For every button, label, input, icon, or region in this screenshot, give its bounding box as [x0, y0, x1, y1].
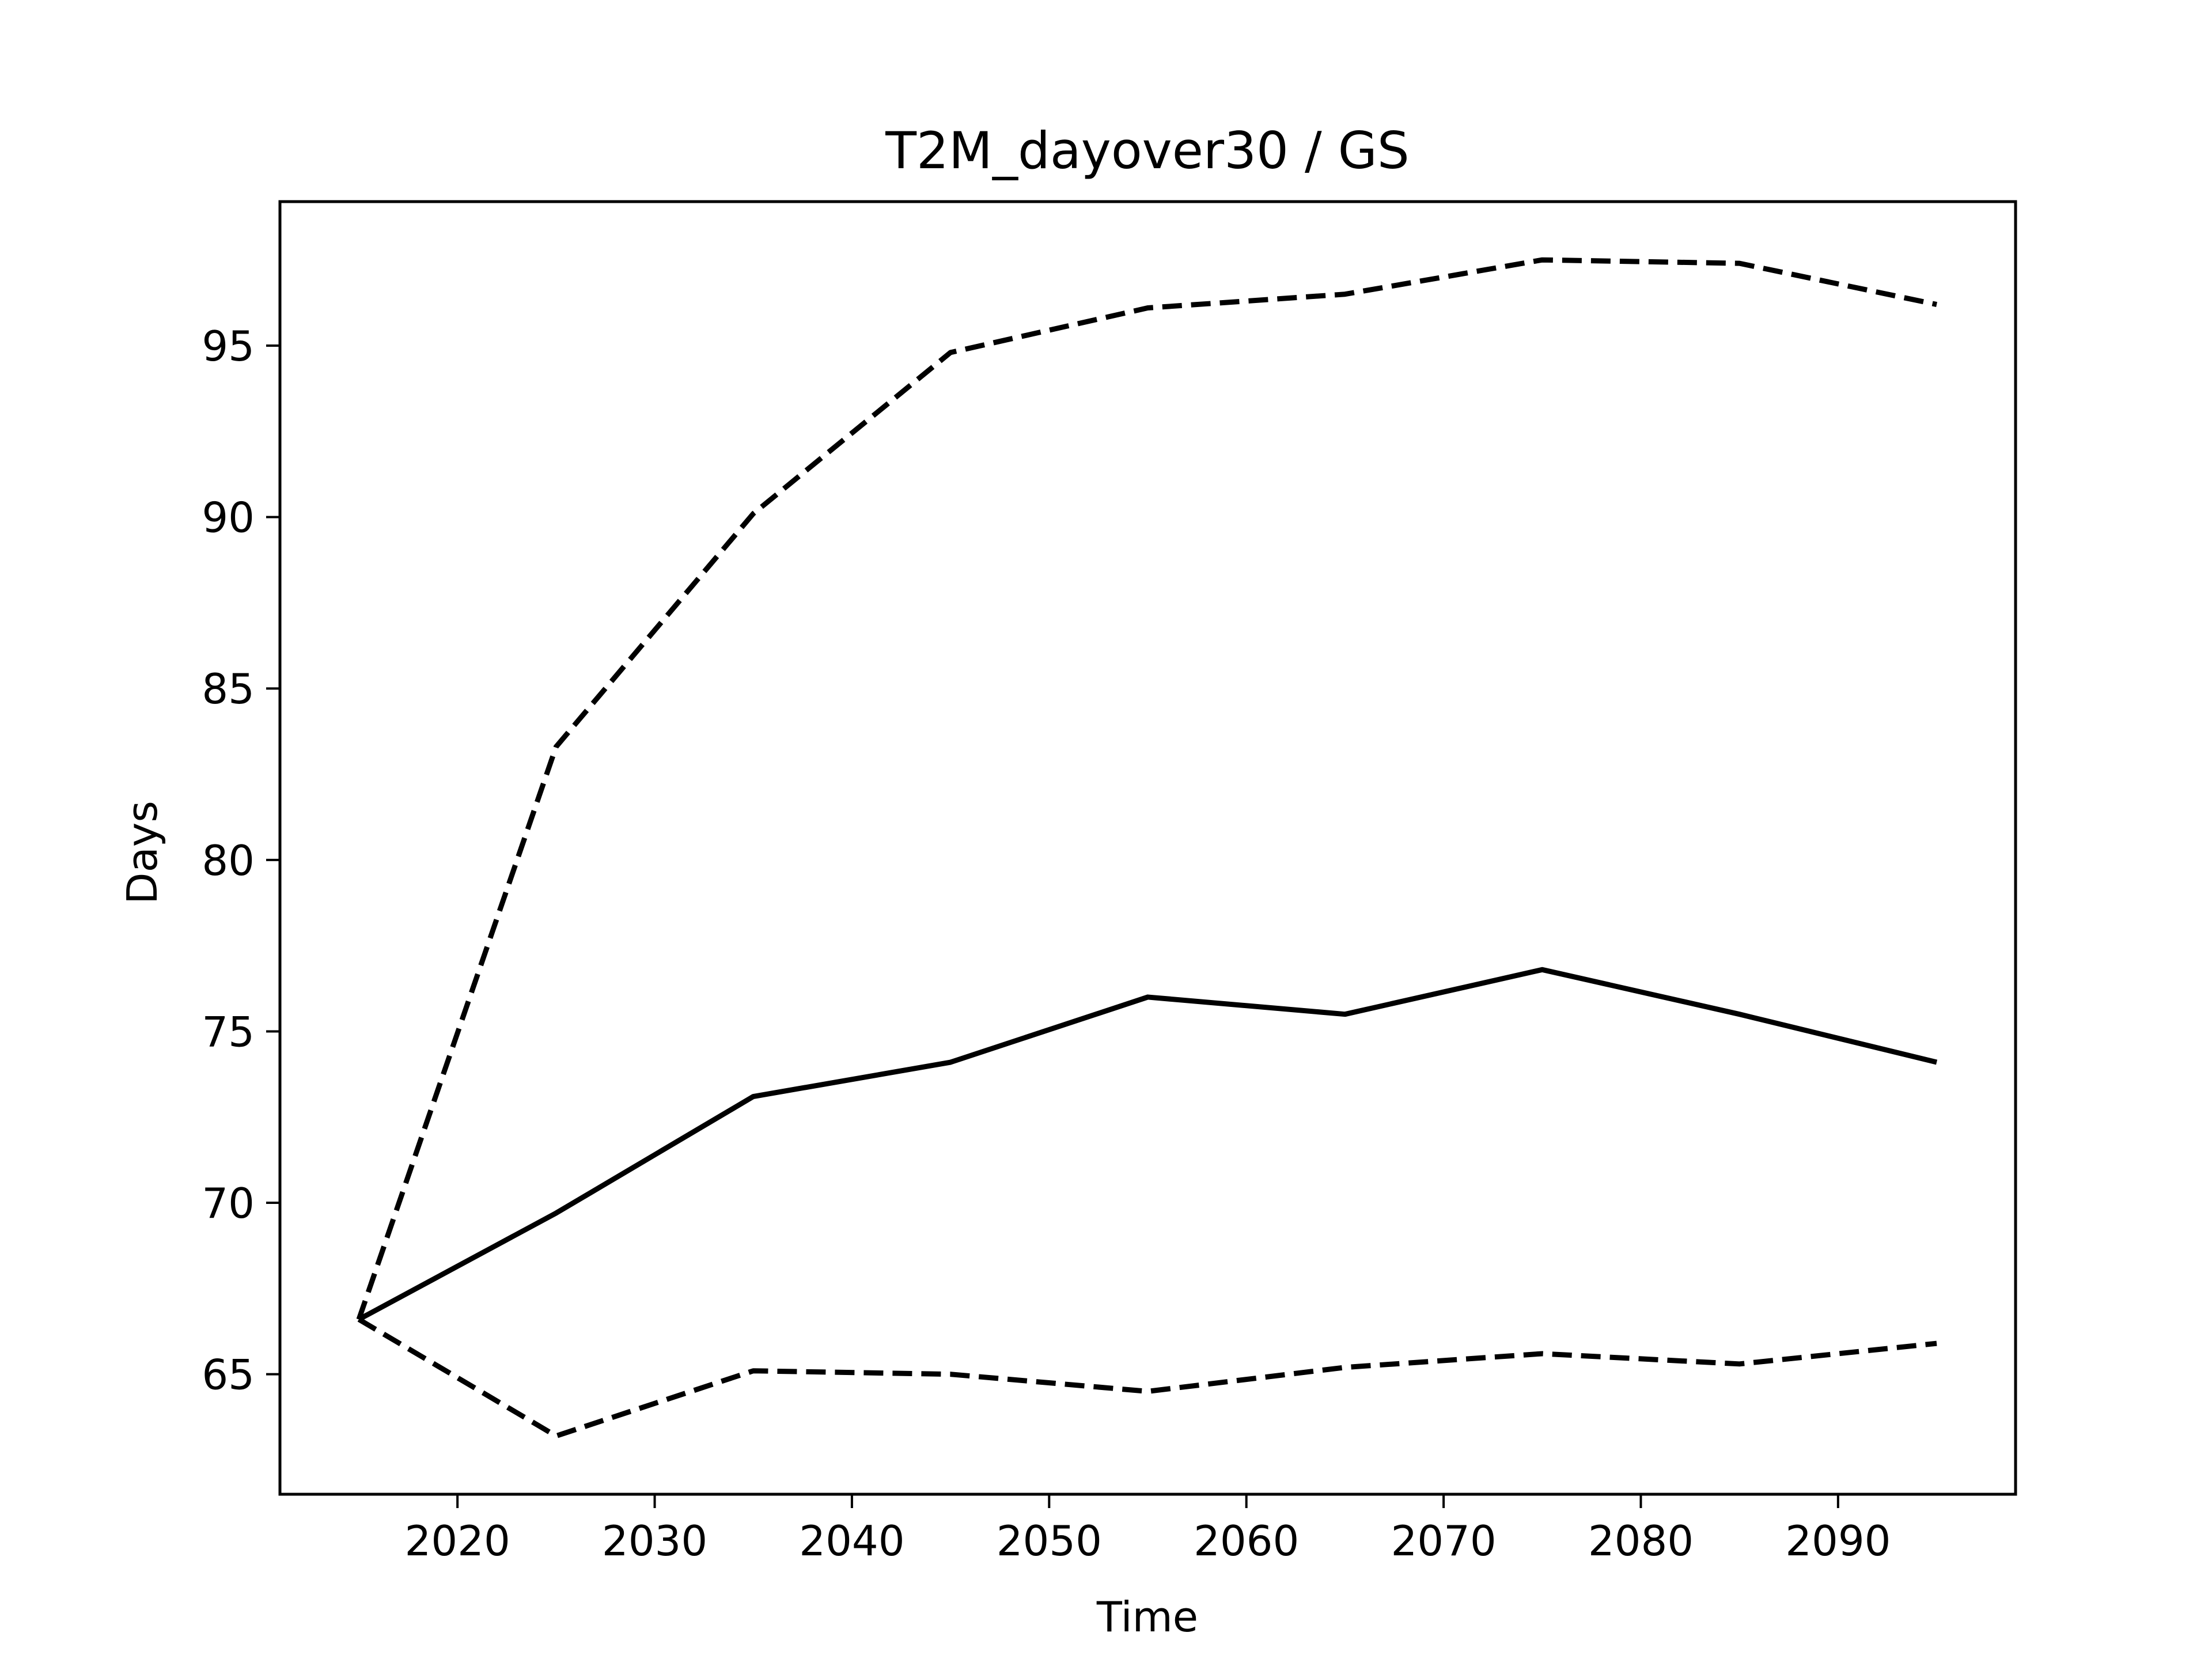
series-line-lower: [357, 1317, 1937, 1439]
x-tick-label: 2080: [1588, 1517, 1694, 1565]
y-tick-label: 95: [202, 322, 255, 370]
x-tick-label: 2060: [1194, 1517, 1299, 1565]
y-axis-ticks: 65 70 75 80 85 90 95: [202, 322, 280, 1399]
y-tick-label: 70: [202, 1179, 255, 1228]
x-tick-label: 2050: [997, 1517, 1102, 1565]
y-tick-label: 75: [202, 1007, 255, 1056]
chart-title: T2M_dayover30 / GS: [885, 121, 1409, 180]
y-tick-label: 85: [202, 665, 255, 713]
plot-frame: [278, 200, 2017, 1496]
y-tick-label: 65: [202, 1351, 255, 1399]
y-tick-label: 80: [202, 836, 255, 885]
series-layer: [356, 257, 1938, 1439]
x-tick-label: 2030: [602, 1517, 707, 1565]
x-tick-label: 2090: [1785, 1517, 1891, 1565]
x-axis-ticks: 2020 2030 2040 2050 2060 2070 2080 2090: [405, 1494, 1891, 1565]
x-axis-label: Time: [1096, 1593, 1198, 1641]
series-line-upper: [356, 257, 1937, 1320]
x-tick-label: 2040: [799, 1517, 904, 1565]
x-tick-label: 2020: [405, 1517, 510, 1565]
y-axis-label: Days: [118, 801, 166, 904]
y-tick-label: 90: [202, 494, 255, 542]
x-tick-label: 2070: [1391, 1517, 1496, 1565]
series-line-mean: [357, 967, 1938, 1322]
